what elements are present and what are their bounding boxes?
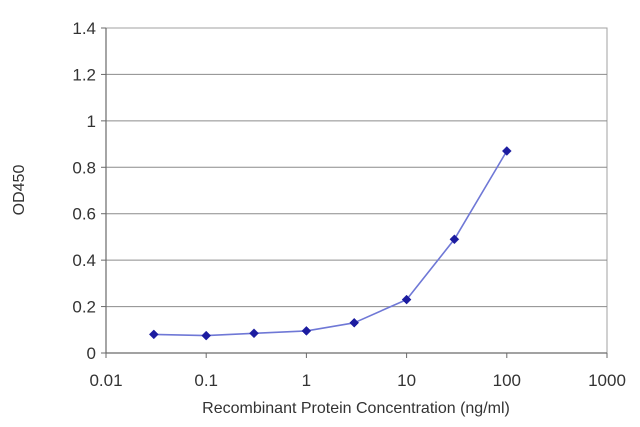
x-tick-label: 0.1 <box>194 371 218 390</box>
y-tick-label: 0.8 <box>72 158 96 177</box>
data-point <box>349 317 360 328</box>
y-tick-label: 1.2 <box>72 65 96 84</box>
data-point <box>301 326 312 336</box>
x-tick-label: 1000 <box>588 371 626 390</box>
data-point <box>401 294 412 305</box>
series-line <box>153 150 508 337</box>
y-tick-label: 0.4 <box>72 251 96 270</box>
data-point <box>148 329 159 340</box>
axes <box>101 27 608 358</box>
x-tick-label: 0.01 <box>89 371 122 390</box>
data-point <box>201 330 212 341</box>
y-tick-labels: 0 0.2 0.4 0.6 0.8 1 1.2 1.4 <box>72 19 96 363</box>
series-group <box>148 146 512 341</box>
plot-area <box>105 27 608 354</box>
y-tick-label: 0.6 <box>72 205 96 224</box>
y-tick-label: 1 <box>87 112 96 131</box>
x-tick-label: 10 <box>397 371 416 390</box>
gridlines <box>106 73 607 308</box>
data-point <box>501 146 512 156</box>
y-tick-label: 0 <box>87 344 96 363</box>
x-axis-title: Recombinant Protein Concentration (ng/ml… <box>202 400 510 417</box>
x-tick-labels: 0.01 0.1 1 10 100 1000 <box>89 371 625 390</box>
data-point <box>249 328 259 339</box>
y-tick-label: 0.2 <box>72 298 96 317</box>
x-tick-label: 1 <box>302 371 311 390</box>
data-point <box>449 234 460 245</box>
y-axis-title: OD450 <box>11 165 28 216</box>
x-tick-label: 100 <box>493 371 521 390</box>
y-tick-label: 1.4 <box>72 19 96 38</box>
